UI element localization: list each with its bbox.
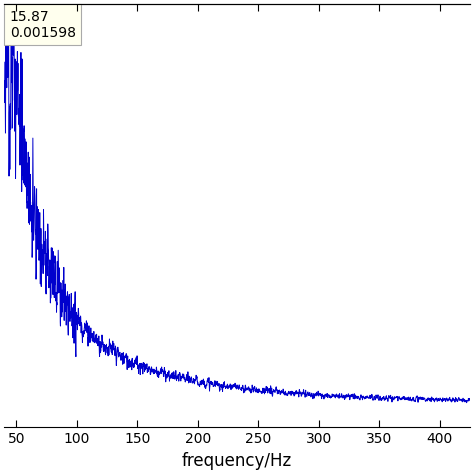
X-axis label: frequency/Hz: frequency/Hz	[182, 452, 292, 470]
Text: 15.87
0.001598: 15.87 0.001598	[10, 10, 76, 40]
